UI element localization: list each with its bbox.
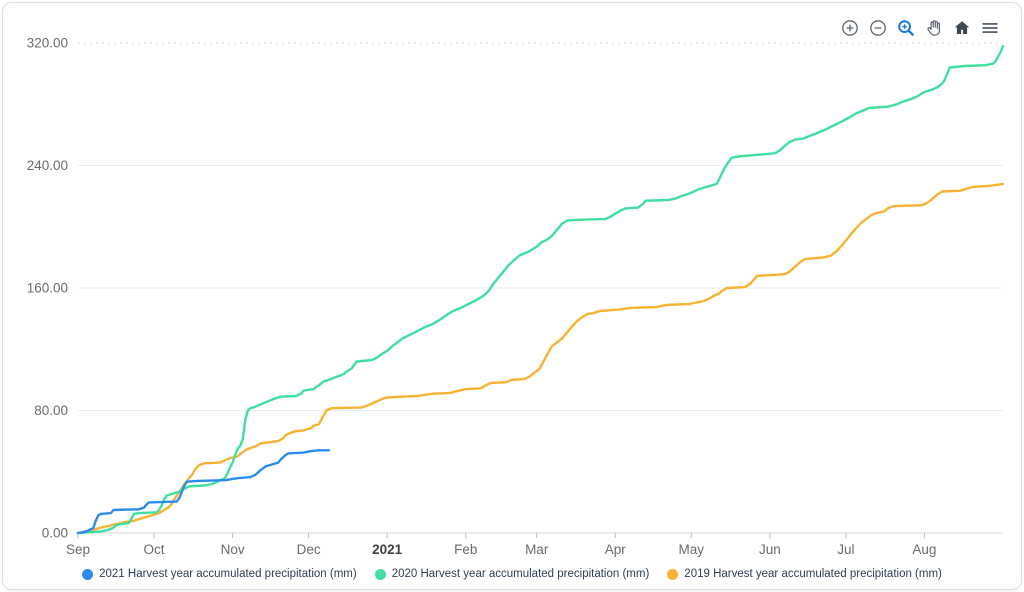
box-zoom-icon-selected[interactable] bbox=[896, 18, 915, 37]
precipitation-line-chart: 0.00 80.00 160.00 240.00 320.00 Sep Oct Nov Dec 2… bbox=[27, 36, 1005, 557]
zoom-in-icon[interactable] bbox=[840, 18, 859, 37]
x-axis-label: Dec bbox=[297, 542, 321, 557]
chart-toolbar bbox=[840, 18, 999, 37]
x-axis-label: 2021 bbox=[372, 542, 403, 557]
y-axis-label: 0.00 bbox=[42, 526, 68, 541]
legend-label: 2019 Harvest year accumulated precipitat… bbox=[684, 568, 942, 580]
x-axis-label: Feb bbox=[454, 542, 477, 557]
reset-home-icon[interactable] bbox=[952, 18, 971, 37]
x-axis-label: Mar bbox=[525, 542, 549, 557]
zoom-out-icon[interactable] bbox=[868, 18, 887, 37]
series-line-2020 bbox=[76, 44, 1005, 535]
legend-marker-icon bbox=[667, 568, 679, 580]
legend-label: 2020 Harvest year accumulated precipitat… bbox=[391, 568, 650, 580]
y-axis-label: 320.00 bbox=[27, 36, 68, 51]
x-axis-label: Jul bbox=[837, 542, 854, 557]
legend-label: 2021 Harvest year accumulated precipitat… bbox=[99, 568, 357, 580]
legend-marker-icon bbox=[374, 568, 386, 580]
x-axis-label: Nov bbox=[221, 542, 245, 557]
y-axis-label: 80.00 bbox=[34, 403, 68, 418]
x-axis-label: Apr bbox=[605, 542, 627, 557]
plot-area[interactable] bbox=[78, 43, 1003, 533]
chart-legend: 2021 Harvest year accumulated precipitat… bbox=[3, 568, 1021, 580]
x-axis-label: May bbox=[679, 542, 705, 557]
x-axis-label: Sep bbox=[66, 542, 90, 557]
legend-item-2020[interactable]: 2020 Harvest year accumulated precipitat… bbox=[374, 568, 650, 580]
x-axis-label: Oct bbox=[144, 542, 165, 557]
x-axis-label: Aug bbox=[912, 542, 936, 557]
x-axis-label: Jun bbox=[759, 542, 781, 557]
legend-marker-icon bbox=[82, 568, 94, 580]
y-axis-label: 240.00 bbox=[27, 158, 68, 173]
menu-icon[interactable] bbox=[980, 18, 999, 37]
series-line-2021 bbox=[76, 449, 331, 535]
legend-item-2019[interactable]: 2019 Harvest year accumulated precipitat… bbox=[667, 568, 942, 580]
pan-hand-icon[interactable] bbox=[924, 18, 943, 37]
legend-item-2021[interactable]: 2021 Harvest year accumulated precipitat… bbox=[82, 568, 357, 580]
y-axis-label: 160.00 bbox=[27, 281, 68, 296]
